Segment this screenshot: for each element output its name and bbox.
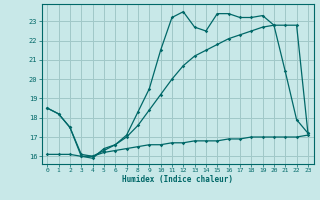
X-axis label: Humidex (Indice chaleur): Humidex (Indice chaleur) xyxy=(122,175,233,184)
